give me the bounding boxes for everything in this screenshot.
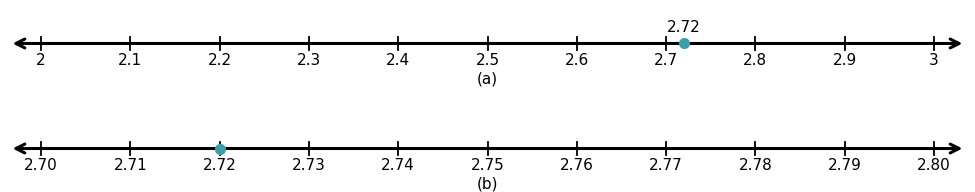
Text: 2.2: 2.2: [208, 53, 232, 68]
Text: 2.80: 2.80: [917, 158, 951, 173]
Text: 2.73: 2.73: [292, 158, 326, 173]
Text: 2.72: 2.72: [667, 20, 701, 35]
Text: 2.74: 2.74: [381, 158, 415, 173]
Text: 3: 3: [929, 53, 939, 68]
Text: 2.1: 2.1: [118, 53, 142, 68]
Text: 2.4: 2.4: [386, 53, 410, 68]
Text: (a): (a): [477, 72, 498, 87]
Text: 2.79: 2.79: [828, 158, 862, 173]
Text: 2: 2: [36, 53, 46, 68]
Text: 2.76: 2.76: [560, 158, 594, 173]
Text: 2.71: 2.71: [113, 158, 147, 173]
Text: 2.78: 2.78: [738, 158, 772, 173]
Text: (b): (b): [477, 177, 498, 192]
Text: 2.6: 2.6: [565, 53, 589, 68]
Text: 2.77: 2.77: [649, 158, 682, 173]
Text: 2.9: 2.9: [833, 53, 857, 68]
Text: 2.72: 2.72: [203, 158, 237, 173]
Text: 2.70: 2.70: [24, 158, 58, 173]
Text: 2.75: 2.75: [471, 158, 504, 173]
Text: 2.7: 2.7: [654, 53, 679, 68]
Text: 2.5: 2.5: [476, 53, 499, 68]
Text: 2.8: 2.8: [743, 53, 767, 68]
Text: 2.3: 2.3: [296, 53, 321, 68]
